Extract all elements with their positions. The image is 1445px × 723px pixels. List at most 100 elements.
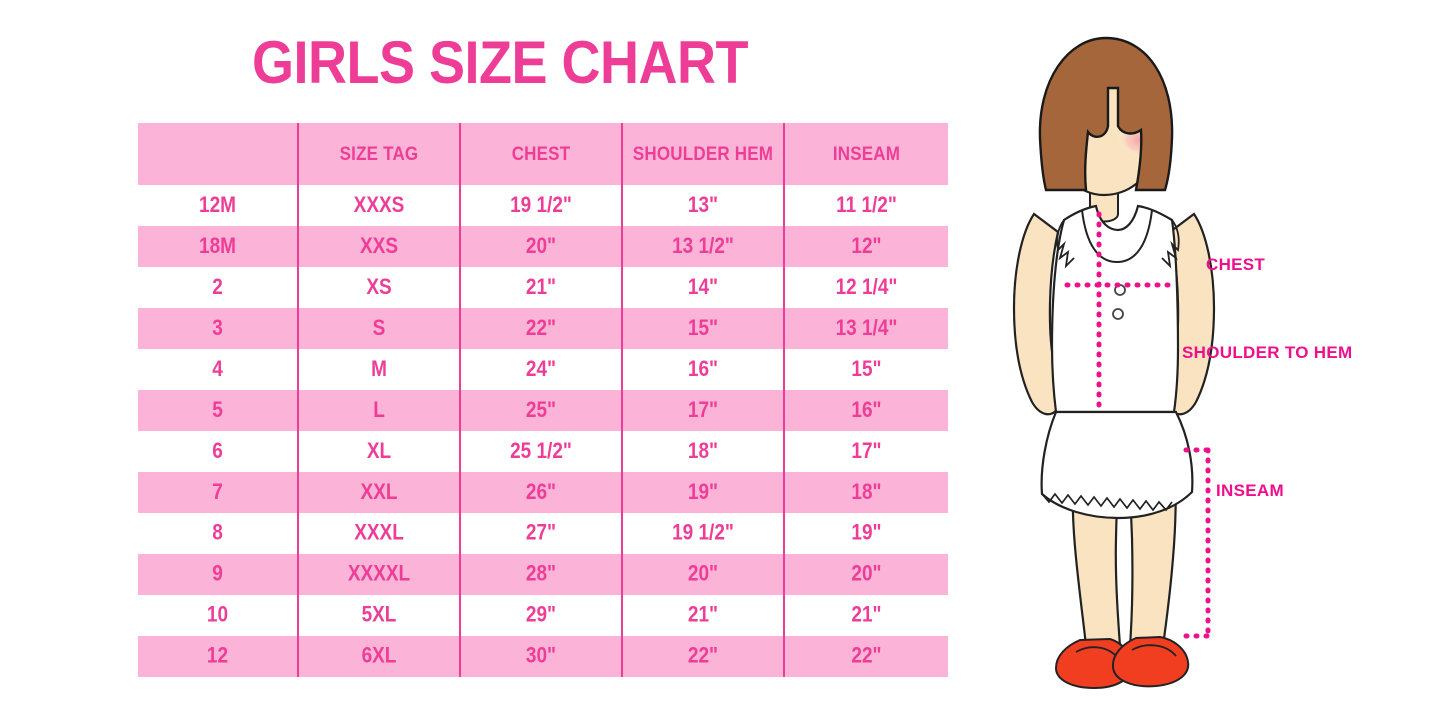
cell-size-tag: XXS [297,226,460,267]
cell-size-tag-text: XXXS [353,192,405,217]
column-header-shoulder-hem: SHOULDER HEM [621,123,784,185]
cell-size-text: 18M [199,233,236,258]
cell-chest-text: 30" [525,643,557,668]
cell-inseam: 15" [783,349,948,390]
cell-inseam-text: 13 1/4" [835,315,898,340]
cell-shoulder-hem-text: 20" [687,561,719,586]
cell-chest-text: 21" [525,274,557,299]
cell-size-tag-text: L [373,397,385,422]
cell-shoulder-hem: 19 1/2" [621,513,784,554]
inseam-measurement-label: INSEAM [1216,481,1284,500]
cell-inseam: 13 1/4" [783,308,948,349]
cell-size-text: 6 [212,438,223,463]
cell-shoulder-hem-text: 19" [687,479,719,504]
cell-inseam: 12 1/4" [783,267,948,308]
table-row: 4 M 24" 16" 15" [138,349,948,390]
cell-chest: 27" [459,513,622,554]
shirt-button-lower [1112,308,1124,320]
cell-inseam: 17" [783,431,948,472]
cell-size-text: 3 [212,315,223,340]
cell-chest: 20" [459,226,622,267]
cell-shoulder-hem-text: 15" [687,315,719,340]
measurement-guides [1064,211,1219,639]
cell-chest: 25 1/2" [459,431,622,472]
cell-shoulder-hem-text: 18" [687,438,719,463]
cell-chest: 22" [459,308,622,349]
cell-chest-text: 19 1/2" [510,192,572,217]
cell-shoulder-hem-text: 19 1/2" [672,520,734,545]
girl-figure-illustration [960,18,1250,708]
cell-size: 5 [138,390,298,431]
cell-size-tag: XXL [297,472,460,513]
skirt-shape [1040,410,1194,520]
cell-shoulder-hem: 14" [621,267,784,308]
cell-size-tag-text: XL [366,438,392,463]
size-chart-table: SIZE TAG CHEST SHOULDER HEM INSEAM 12M XX… [138,123,948,677]
cell-chest: 29" [459,595,622,636]
cell-chest: 25" [459,390,622,431]
cell-chest: 26" [459,472,622,513]
cell-shoulder-hem: 18" [621,431,784,472]
shirt-shape [1050,204,1180,414]
cell-size: 8 [138,513,298,554]
cell-size-tag: M [297,349,460,390]
cell-inseam-text: 21" [851,602,882,627]
cell-inseam-text: 11 1/2" [836,192,897,217]
cell-inseam: 20" [783,554,948,595]
cell-inseam: 16" [783,390,948,431]
cell-shoulder-hem: 13 1/2" [621,226,784,267]
cell-shoulder-hem: 16" [621,349,784,390]
cell-size: 9 [138,554,298,595]
cell-size: 12M [138,185,298,226]
table-row: 6 XL 25 1/2" 18" 17" [138,431,948,472]
cell-size-text: 5 [212,397,223,422]
cell-size: 7 [138,472,298,513]
cell-inseam-text: 22" [851,643,882,668]
cell-shoulder-hem-text: 21" [687,602,719,627]
cell-shoulder-hem: 13" [621,185,784,226]
cell-size-text: 12 [206,643,229,668]
cell-size-text: 10 [206,602,229,627]
cell-size-text: 2 [212,274,223,299]
cell-chest: 28" [459,554,622,595]
cell-shoulder-hem: 17" [621,390,784,431]
cell-shoulder-hem: 21" [621,595,784,636]
cell-size: 4 [138,349,298,390]
cell-inseam-text: 18" [851,479,882,504]
cell-shoulder-hem-text: 13 1/2" [672,233,734,258]
cell-chest: 24" [459,349,622,390]
cell-chest: 21" [459,267,622,308]
cell-shoulder-hem-text: 17" [687,397,719,422]
cell-size: 12 [138,636,298,677]
cell-size-text: 8 [212,520,223,545]
cell-size-tag-text: S [372,315,386,340]
table-row: 7 XXL 26" 19" 18" [138,472,948,513]
arms-shape [1012,212,1216,416]
cell-chest-text: 24" [525,356,557,381]
cell-size-tag: XXXL [297,513,460,554]
table-row: 3 S 22" 15" 13 1/4" [138,308,948,349]
chest-measurement-label: CHEST [1206,255,1266,274]
cell-size: 2 [138,267,298,308]
cell-size: 18M [138,226,298,267]
cell-size-tag: XXXS [297,185,460,226]
cell-size-tag-text: XXS [359,233,399,258]
cell-shoulder-hem-text: 22" [687,643,719,668]
cell-inseam-text: 17" [851,438,882,463]
cell-inseam-text: 12" [851,233,882,258]
cell-size-tag-text: XS [366,274,392,299]
table-row: 18M XXS 20" 13 1/2" 12" [138,226,948,267]
cell-size-tag: XL [297,431,460,472]
cell-shoulder-hem: 20" [621,554,784,595]
cell-size-text: 9 [212,561,223,586]
cell-shoulder-hem-text: 14" [687,274,719,299]
table-row: 9 XXXXL 28" 20" 20" [138,554,948,595]
cell-inseam-text: 15" [851,356,882,381]
cell-size-tag: S [297,308,460,349]
cell-size: 3 [138,308,298,349]
cell-size-text: 12M [199,192,236,217]
cell-size-tag-text: M [371,356,387,381]
column-header-chest: CHEST [459,123,622,185]
cell-chest-text: 25" [525,397,557,422]
page-title: GIRLS SIZE CHART [251,29,749,97]
